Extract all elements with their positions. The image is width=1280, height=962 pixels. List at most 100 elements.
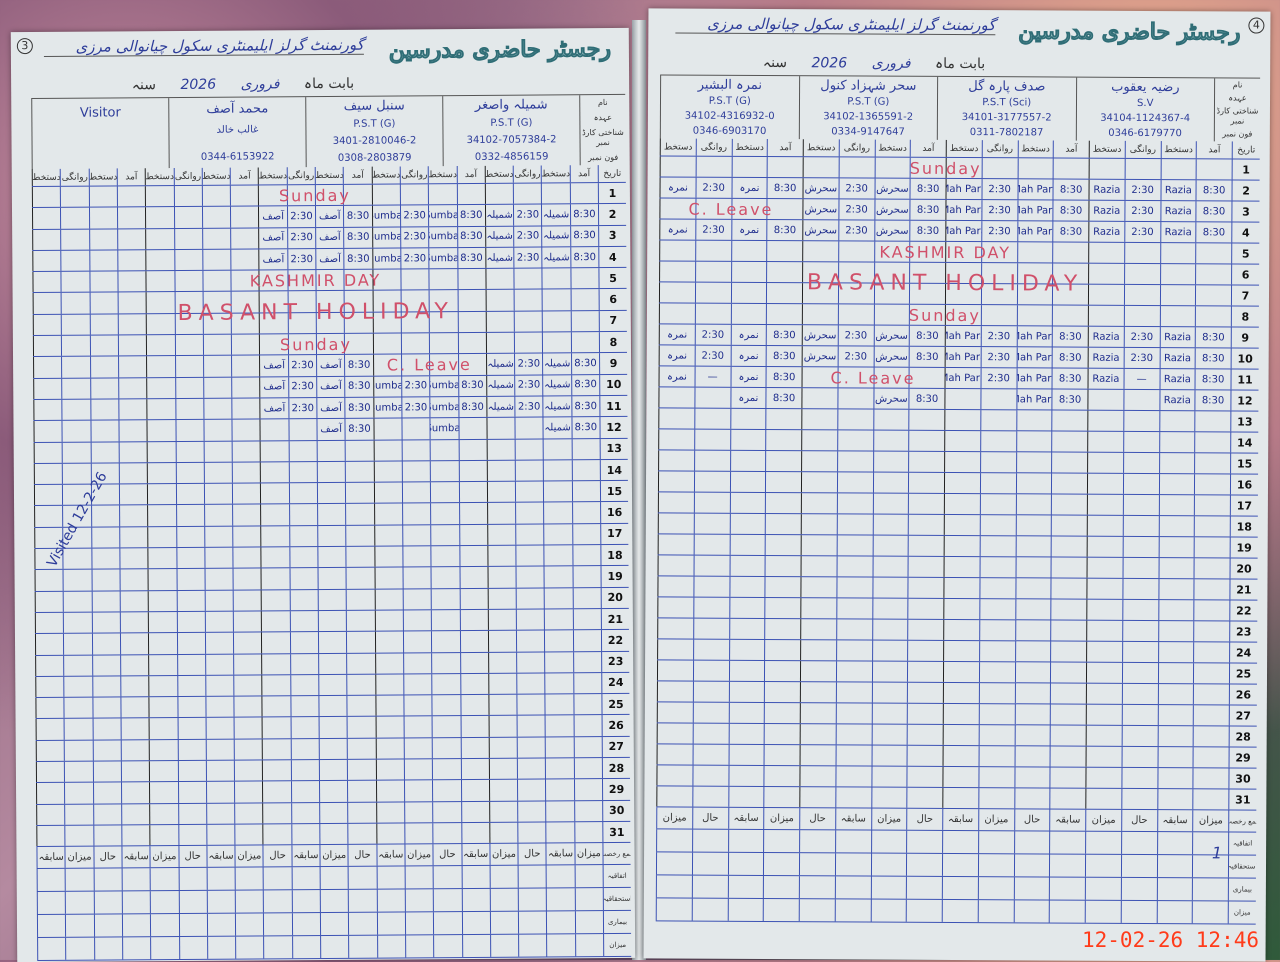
attendance-cell (118, 441, 148, 463)
attendance-cell (1121, 641, 1158, 663)
attendance-cell (979, 431, 1016, 452)
attendance-cell (729, 534, 765, 555)
attendance-cell (262, 824, 292, 845)
leave-cell (37, 938, 66, 961)
attendance-cell: نمرہ (658, 366, 695, 387)
row-date: 30 (1228, 768, 1257, 789)
attendance-cell (289, 568, 318, 589)
column-header-signature: دستخط (541, 165, 570, 183)
leave-cell (655, 898, 692, 921)
attendance-cell (835, 682, 872, 703)
attendance-cell (346, 653, 375, 674)
attendance-cell (35, 676, 64, 698)
attendance-cell (373, 461, 402, 482)
attendance-cell (835, 766, 872, 787)
teacher-designation: P.S.T (G) (353, 118, 396, 130)
attendance-cell (943, 577, 980, 599)
leave-cell (36, 892, 66, 915)
row-date: 11 (599, 395, 628, 417)
attendance-cell (657, 534, 694, 555)
attendance-cell (944, 430, 981, 452)
attendance-cell (373, 525, 403, 546)
attendance-cell (1013, 767, 1050, 788)
attendance-cell (33, 463, 63, 485)
attendance-cell (872, 430, 909, 451)
totals-header-cell: سابقہ (291, 845, 320, 867)
attendance-cell (64, 825, 94, 847)
attendance-cell: Mah Para (945, 178, 982, 200)
attendance-cell (63, 697, 93, 719)
attendance-cell (231, 377, 260, 398)
attendance-cell (261, 611, 290, 632)
attendance-cell: 8:30 (456, 226, 486, 247)
attendance-cell: Sumbal (372, 376, 402, 397)
attendance-cell (90, 505, 120, 527)
column-header-signature: دستخط (201, 167, 230, 185)
attendance-cell (764, 555, 801, 577)
leave-row: بیماری (655, 875, 1256, 902)
attendance-cell (545, 822, 575, 843)
teacher-designation: P.S.T (Sci) (982, 96, 1032, 108)
attendance-cell (764, 534, 801, 556)
attendance-cell (692, 702, 729, 723)
attendance-cell (148, 697, 178, 718)
attendance-cell: Sumbal (428, 226, 457, 248)
attendance-cell (1086, 557, 1123, 578)
attendance-cell (177, 824, 207, 846)
attendance-cell (401, 482, 431, 503)
attendance-cell (1050, 557, 1087, 578)
attendance-cell (1051, 431, 1088, 452)
leave-cell (489, 865, 518, 889)
attendance-cell (431, 695, 461, 716)
attendance-cell (1050, 599, 1087, 620)
attendance-cell (92, 782, 122, 804)
attendance-cell (870, 766, 907, 787)
row-date: 25 (1228, 663, 1258, 684)
attendance-cell (318, 717, 348, 738)
attendance-cell (203, 398, 232, 420)
attendance-cell (261, 717, 291, 739)
attendance-cell (693, 471, 730, 492)
attendance-cell (835, 640, 872, 661)
row-label-designation: عہدہ (1228, 93, 1247, 103)
attendance-cell (979, 536, 1016, 557)
attendance-cell: Sumbal (371, 205, 401, 227)
attendance-cell (978, 620, 1015, 641)
attendance-cell (288, 525, 318, 547)
attendance-cell (204, 654, 234, 675)
column-header-departure: روانگی (399, 166, 429, 184)
attendance-cell (459, 631, 488, 652)
attendance-cell (1192, 768, 1229, 789)
attendance-cell (119, 505, 148, 527)
attendance-cell (728, 681, 765, 702)
attendance-cell (60, 207, 89, 229)
attendance-cell (35, 655, 64, 676)
attendance-cell (800, 598, 837, 619)
attendance-cell (201, 228, 231, 249)
leave-cell (1156, 832, 1193, 855)
attendance-cell: 8:30 (1195, 201, 1232, 222)
attendance-cell (1158, 516, 1195, 537)
register-title: رجسٹر حاضری مدرسین (388, 35, 611, 64)
attendance-cell (290, 738, 319, 760)
attendance-cell (656, 723, 693, 744)
attendance-cell: سحرش (873, 178, 910, 199)
attendance-cell (1192, 705, 1229, 726)
attendance-cell: 8:30 (1194, 369, 1231, 390)
camera-timestamp: 12-02-26 12:46 (1082, 928, 1260, 952)
attendance-cell (488, 801, 518, 822)
row-date: 20 (1229, 558, 1258, 579)
attendance-cell: سحرش (873, 346, 909, 367)
attendance-cell (231, 398, 260, 419)
attendance-cell (289, 610, 318, 632)
attendance-cell (231, 419, 261, 441)
attendance-cell: 2:30 (287, 376, 317, 398)
attendance-cell: Mah Para (1015, 389, 1052, 410)
leave-cell (150, 937, 179, 960)
leave-cell (906, 830, 943, 853)
attendance-cell (316, 440, 346, 461)
attendance-cell (763, 786, 800, 808)
month-label: بابت ماہ (303, 75, 355, 93)
attendance-cell: نمرہ (658, 324, 695, 345)
attendance-cell (871, 661, 908, 682)
